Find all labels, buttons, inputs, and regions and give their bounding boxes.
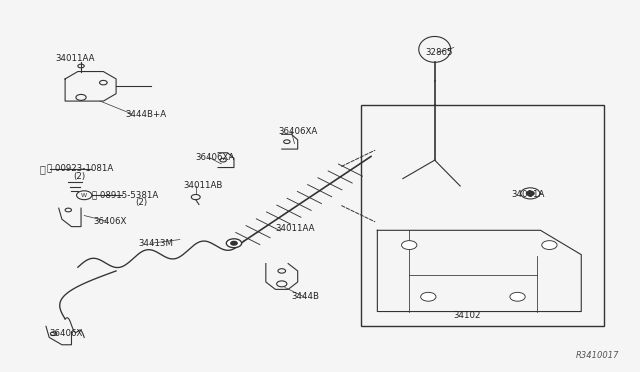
Text: (2): (2) (74, 172, 86, 181)
Text: 3444B: 3444B (291, 292, 319, 301)
Text: 34011AB: 34011AB (183, 182, 222, 190)
Text: 34011AA: 34011AA (56, 54, 95, 63)
Text: Ⓦ 08915-5381A: Ⓦ 08915-5381A (92, 190, 158, 199)
Circle shape (527, 191, 534, 196)
Text: W: W (81, 193, 87, 198)
Text: Ⓦ 00923-1081A: Ⓦ 00923-1081A (47, 164, 113, 173)
Text: 36406X: 36406X (94, 217, 127, 225)
Circle shape (541, 241, 557, 250)
Circle shape (510, 292, 525, 301)
Circle shape (521, 188, 540, 199)
Text: 34011A: 34011A (511, 190, 545, 199)
Text: 3444B+A: 3444B+A (125, 109, 167, 119)
Circle shape (401, 241, 417, 250)
Text: R3410017: R3410017 (576, 350, 620, 359)
Text: Ⓦ: Ⓦ (40, 164, 45, 174)
Text: 32865: 32865 (425, 48, 452, 57)
Text: 36406X: 36406X (49, 329, 83, 338)
Circle shape (231, 241, 237, 245)
Text: 36406XA: 36406XA (196, 153, 235, 162)
Bar (362, 105, 604, 326)
Circle shape (420, 292, 436, 301)
Text: (2): (2) (135, 198, 147, 207)
Circle shape (227, 239, 242, 248)
Text: 34413M: 34413M (138, 239, 173, 248)
Text: 36406XA: 36406XA (278, 127, 318, 136)
Text: 34011AA: 34011AA (275, 224, 315, 233)
Text: 34102: 34102 (454, 311, 481, 320)
